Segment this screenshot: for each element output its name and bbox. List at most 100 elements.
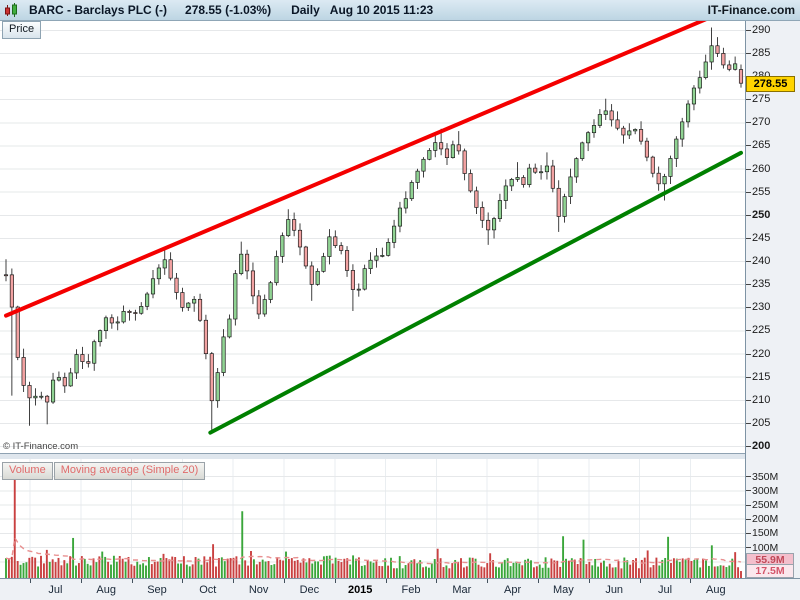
price-axis-tick — [746, 353, 751, 355]
volume-bar-down — [702, 558, 705, 578]
candle-down — [439, 142, 444, 150]
candle-down — [650, 156, 655, 174]
volume-bar-down — [442, 567, 445, 578]
volume-bar-down — [439, 558, 442, 578]
tab-moving-average[interactable]: Moving average (Simple 20) — [53, 462, 206, 480]
candle-up — [568, 176, 573, 197]
volume-bar-up — [658, 565, 661, 578]
volume-series — [5, 476, 742, 578]
volume-bar-up — [322, 556, 325, 578]
volume-bar-up — [223, 561, 226, 578]
upper-channel-trendline — [4, 21, 707, 318]
volume-bar-down — [217, 558, 220, 578]
volume-bar-up — [541, 567, 544, 578]
volume-bar-up — [124, 561, 127, 578]
volume-ma-tag: 55.9M — [746, 553, 794, 568]
volume-bar-up — [602, 560, 605, 578]
volume-bar-down — [559, 566, 562, 578]
price-axis-tick — [746, 261, 751, 262]
price-axis-tick — [746, 237, 751, 239]
volume-bar-up — [425, 566, 427, 578]
candle-down — [644, 140, 649, 158]
x-axis-label: Aug — [706, 584, 726, 596]
candle-up — [603, 110, 608, 115]
volume-bar-down — [576, 564, 579, 578]
volume-axis-tick — [746, 518, 751, 520]
candle-down — [209, 353, 214, 402]
volume-bar-down — [600, 562, 602, 578]
volume-bar-down — [302, 558, 305, 578]
volume-bar-down — [436, 548, 439, 578]
candle-down — [721, 53, 726, 66]
volume-bar-down — [611, 567, 614, 578]
volume-bar-up — [570, 558, 573, 578]
volume-current-tag: 17.5M — [746, 564, 794, 579]
candle-down — [109, 317, 114, 324]
candle-down — [245, 253, 250, 272]
panel-splitter[interactable] — [0, 453, 745, 460]
price-axis-tick — [746, 330, 751, 332]
volume-bar-up — [707, 565, 710, 578]
candle-up — [56, 377, 61, 381]
volume-bar-up — [728, 565, 731, 578]
volume-bar-down — [637, 568, 640, 578]
volume-bar-up — [311, 563, 314, 578]
lower-channel-trendline — [208, 150, 743, 435]
tab-volume[interactable]: Volume — [2, 462, 53, 480]
candle-up — [574, 158, 579, 178]
price-axis-label: 265 — [752, 139, 771, 152]
candle-down — [621, 127, 626, 136]
candle-up — [50, 379, 56, 403]
volume-bar-down — [687, 557, 690, 578]
candle-down — [168, 259, 173, 279]
tab-price[interactable]: Price — [2, 21, 42, 39]
candle-up — [427, 150, 432, 160]
candle-up — [374, 255, 379, 261]
candle-up — [368, 259, 373, 270]
volume-bar-up — [110, 564, 112, 578]
volume-bar-down — [640, 559, 643, 578]
volume-bar-down — [150, 564, 153, 578]
candle-up — [386, 242, 391, 256]
volume-bar-up — [495, 566, 497, 578]
candle-up — [121, 310, 126, 323]
volume-bar-up — [5, 558, 7, 578]
price-axis-label: 205 — [752, 416, 771, 429]
x-axis-tick — [284, 579, 285, 583]
candle-down — [344, 250, 350, 271]
price-chart-area[interactable] — [0, 21, 745, 453]
candle-up — [233, 273, 238, 320]
x-axis-label: Aug — [96, 584, 116, 596]
volume-bar-down — [734, 552, 737, 578]
volume-bar-down — [267, 561, 270, 578]
candle-down — [174, 277, 179, 293]
candle-down — [45, 395, 50, 403]
volume-bar-up — [220, 557, 223, 578]
volume-axis-tick — [746, 504, 751, 506]
volume-bar-up — [360, 565, 363, 578]
volume-bar-down — [629, 564, 632, 578]
candle-up — [192, 298, 197, 304]
volume-bar-down — [489, 553, 492, 578]
candle-down — [656, 172, 661, 185]
candle-down — [250, 270, 256, 297]
volume-bar-up — [597, 566, 600, 578]
candle-down — [3, 274, 9, 277]
candle-up — [262, 299, 267, 315]
price-axis-tick — [746, 376, 751, 378]
volume-bar-up — [390, 557, 392, 578]
volume-bar-down — [407, 563, 410, 578]
volume-bar-down — [535, 566, 538, 578]
candle-up — [33, 395, 38, 399]
candle-up — [103, 317, 109, 331]
candle-down — [80, 354, 85, 362]
x-axis-tick — [588, 579, 590, 583]
candle-down — [486, 219, 491, 231]
volume-bar-down — [212, 544, 215, 578]
candlestick-series — [3, 27, 744, 432]
candle-down — [521, 177, 526, 185]
volume-bar-down — [156, 561, 159, 578]
volume-bar-down — [121, 558, 124, 578]
candle-up — [491, 218, 497, 231]
volume-bar-up — [372, 562, 375, 578]
